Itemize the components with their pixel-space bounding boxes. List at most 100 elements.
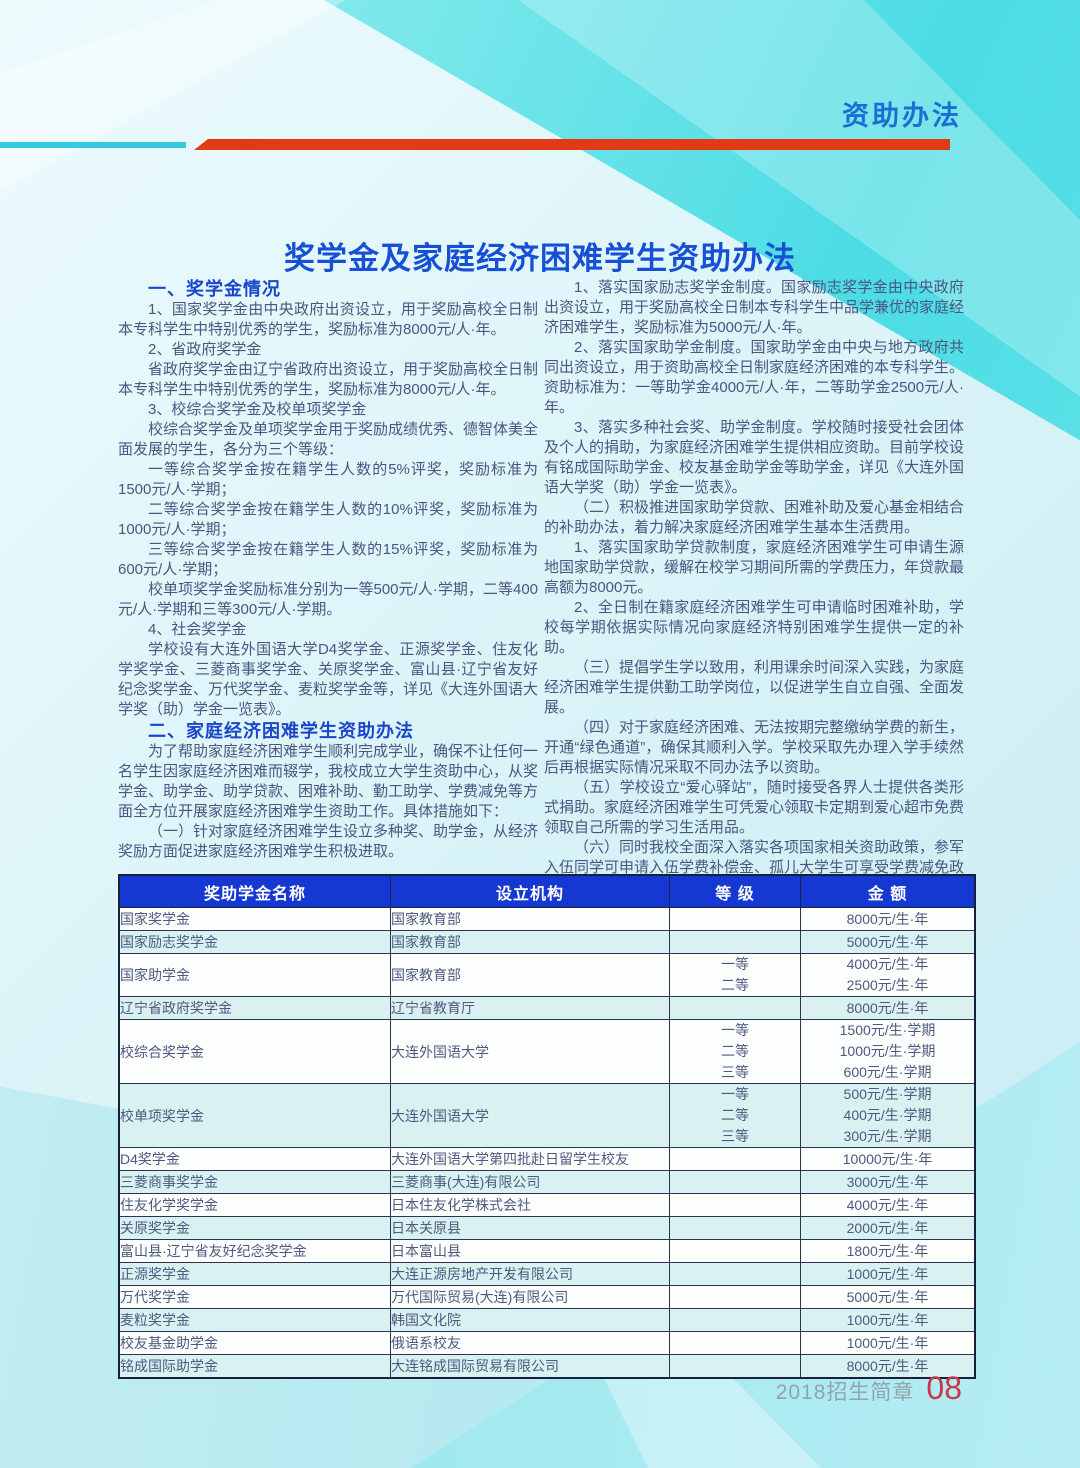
amount-cell: 1000元/生·年: [800, 1262, 976, 1286]
body-paragraph: 校综合奖学金及单项奖学金用于奖励成绩优秀、德智体美全面发展的学生，各分为三个等级…: [118, 421, 539, 458]
scholarship-name-cell: 辽宁省政府奖学金: [118, 996, 391, 1020]
amount-line: 300元/生·学期: [843, 1128, 932, 1144]
org-cell: 国家教育部: [390, 907, 670, 931]
level-line: 三等: [721, 1064, 749, 1080]
left-column: 一、奖学金情况 1、国家奖学金由中央政府出资设立，用于奖励高校全日制本专科学生中特…: [118, 278, 538, 918]
level-cell: [669, 996, 801, 1020]
org-cell: 万代国际贸易(大连)有限公司: [390, 1285, 670, 1309]
body-paragraph: （一）针对家庭经济困难学生设立多种奖、助学金，从经济奖励方面促进家庭经济困难学生…: [118, 823, 539, 860]
scholarship-name-cell: 校友基金助学金: [118, 1331, 391, 1355]
table-row: 铭成国际助学金 大连铭成国际贸易有限公司 8000元/生·年: [118, 1354, 976, 1379]
level-line: 一等: [721, 1022, 749, 1038]
body-paragraph: 2、全日制在籍家庭经济困难学生可申请临时困难补助，学校每学期依据实际情况向家庭经…: [544, 599, 964, 656]
scholarship-name-cell: 校单项奖学金: [118, 1083, 391, 1148]
amount-cell: 1000元/生·年: [800, 1331, 976, 1355]
body-paragraph: 一等综合奖学金按在籍学生人数的5%评奖，奖励标准为1500元/人·学期；: [118, 461, 538, 498]
amount-line: 10000元/生·年: [842, 1150, 933, 1167]
org-cell: 辽宁省教育厅: [390, 996, 670, 1020]
amount-line: 5000元/生·年: [846, 1288, 929, 1305]
org-cell: 日本住友化学株式会社: [390, 1193, 670, 1217]
body-paragraph: 3、落实多种社会奖、助学金制度。学校随时接受社会团体及个人的捐助，为家庭经济困难…: [544, 419, 965, 496]
amount-cell: 4000元/生·年 2500元/生·年: [800, 953, 976, 997]
body-paragraph: （五）学校设立“爱心驿站”，随时接受各界人士提供各类形式捐助。家庭经济困难学生可…: [544, 779, 965, 836]
amount-cell: 1800元/生·年: [800, 1239, 976, 1263]
amount-line: 1000元/生·年: [846, 1334, 929, 1351]
scholarship-table: 奖助学金名称 设立机构等 级金 额国家奖学金 国家教育部 8000元/生·年 国家励志奖…: [118, 874, 976, 1379]
scholarship-name-cell: D4奖学金: [118, 1147, 391, 1171]
scholarship-name-cell: 富山县·辽宁省友好纪念奖学金: [118, 1239, 391, 1263]
level-line: [670, 1264, 800, 1285]
level-line: 一等: [721, 956, 749, 972]
scholarship-name-cell: 正源奖学金: [118, 1262, 391, 1286]
table-row: 住友化学奖学金 日本住友化学株式会社 4000元/生·年: [118, 1193, 976, 1217]
amount-line: 4000元/生·年: [846, 1196, 929, 1213]
table-row: D4奖学金 大连外国语大学第四批赴日留学生校友 10000元/生·年: [118, 1147, 976, 1171]
level-line: 一等: [721, 1086, 749, 1102]
amount-line: 8000元/生·年: [846, 910, 929, 927]
level-line: [670, 1241, 800, 1262]
amount-line: 1500元/生·学期: [839, 1022, 936, 1038]
scholarship-name-cell: 住友化学奖学金: [118, 1193, 391, 1217]
body-paragraph: 2、落实国家助学金制度。国家助学金由中央与地方政府共同出资设立，用于资助高校全日…: [544, 339, 965, 416]
scholarship-name-cell: 国家助学金: [118, 953, 391, 997]
level-line: [670, 1172, 800, 1193]
org-cell: 大连正源房地产开发有限公司: [390, 1262, 670, 1286]
right-column: 1、落实国家励志奖学金制度。国家励志奖学金由中央政府出资设立，用于奖励高校全日制…: [544, 278, 964, 918]
body-paragraph: 二等综合奖学金按在籍学生人数的10%评奖，奖励标准为1000元/人·学期；: [118, 501, 538, 538]
amount-cell: 5000元/生·年: [800, 930, 976, 954]
section-heading: 一、奖学金情况: [148, 279, 281, 299]
amount-line: 400元/生·学期: [843, 1107, 932, 1123]
level-cell: [669, 907, 801, 931]
org-cell: 大连铭成国际贸易有限公司: [390, 1354, 670, 1379]
level-cell: [669, 1239, 801, 1263]
level-cell: [669, 1354, 801, 1379]
org-cell: 国家教育部: [390, 953, 670, 997]
level-line: 二等: [721, 977, 749, 993]
level-line: 三等: [721, 1128, 749, 1144]
amount-line: 600元/生·学期: [843, 1064, 932, 1080]
body-paragraph: 为了帮助家庭经济困难学生顺利完成学业，确保不让任何一名学生因家庭经济困难而辍学，…: [118, 743, 539, 820]
level-cell: [669, 1308, 801, 1332]
amount-line: 5000元/生·年: [846, 933, 929, 950]
amount-cell: 3000元/生·年: [800, 1170, 976, 1194]
amount-cell: 500元/生·学期 400元/生·学期 300元/生·学期: [800, 1083, 976, 1148]
level-line: [670, 909, 800, 930]
table-row: 万代奖学金 万代国际贸易(大连)有限公司 5000元/生·年: [118, 1285, 976, 1309]
amount-line: 2000元/生·年: [846, 1219, 929, 1236]
amount-line: 1000元/生·年: [846, 1311, 929, 1328]
body-paragraph: 2、省政府奖学金: [148, 341, 262, 358]
table-row: 国家励志奖学金 国家教育部 5000元/生·年: [118, 930, 976, 954]
table-row: 国家助学金 国家教育部 一等二等 4000元/生·年 2500元/生·年: [118, 953, 976, 997]
scholarship-name-cell: 校综合奖学金: [118, 1019, 391, 1084]
amount-cell: 5000元/生·年: [800, 1285, 976, 1309]
amount-line: 8000元/生·年: [846, 1357, 929, 1374]
section-heading: 二、家庭经济困难学生资助办法: [148, 721, 414, 741]
scholarship-name-cell: 万代奖学金: [118, 1285, 391, 1309]
level-cell: [669, 1331, 801, 1355]
level-cell: [669, 1193, 801, 1217]
amount-line: 1000元/生·学期: [839, 1043, 936, 1059]
amount-line: 1000元/生·年: [846, 1265, 929, 1282]
level-line: [670, 1149, 800, 1170]
org-cell: 大连外国语大学第四批赴日留学生校友: [390, 1147, 670, 1171]
header-section-label: 资助办法: [842, 101, 962, 131]
level-cell: [669, 1285, 801, 1309]
table-row: 麦粒奖学金 韩国文化院 1000元/生·年: [118, 1308, 976, 1332]
table-header-cell: 奖助学金名称: [118, 874, 391, 908]
amount-line: 8000元/生·年: [846, 999, 929, 1016]
amount-line: 3000元/生·年: [846, 1173, 929, 1190]
red-accent-bar: [194, 139, 950, 150]
table-row: 正源奖学金 大连正源房地产开发有限公司 1000元/生·年: [118, 1262, 976, 1286]
amount-cell: 8000元/生·年: [800, 996, 976, 1020]
body-paragraph: 3、校综合奖学金及校单项奖学金: [148, 401, 367, 418]
amount-cell: 2000元/生·年: [800, 1216, 976, 1240]
scholarship-name-cell: 三菱商事奖学金: [118, 1170, 391, 1194]
table-row: 校单项奖学金 大连外国语大学 一等 二等 三等 500元/生·学期 400元/生·学期 300…: [118, 1083, 976, 1148]
org-cell: 日本关原县: [390, 1216, 670, 1240]
level-line: [670, 1333, 800, 1354]
cyan-accent-bar: [0, 142, 186, 148]
org-cell: 大连外国语大学: [390, 1019, 670, 1084]
level-cell: [669, 1262, 801, 1286]
level-cell: 一等 二等 三等: [669, 1083, 801, 1148]
table-row: 三菱商事奖学金 三菱商事(大连)有限公司 3000元/生·年: [118, 1170, 976, 1194]
